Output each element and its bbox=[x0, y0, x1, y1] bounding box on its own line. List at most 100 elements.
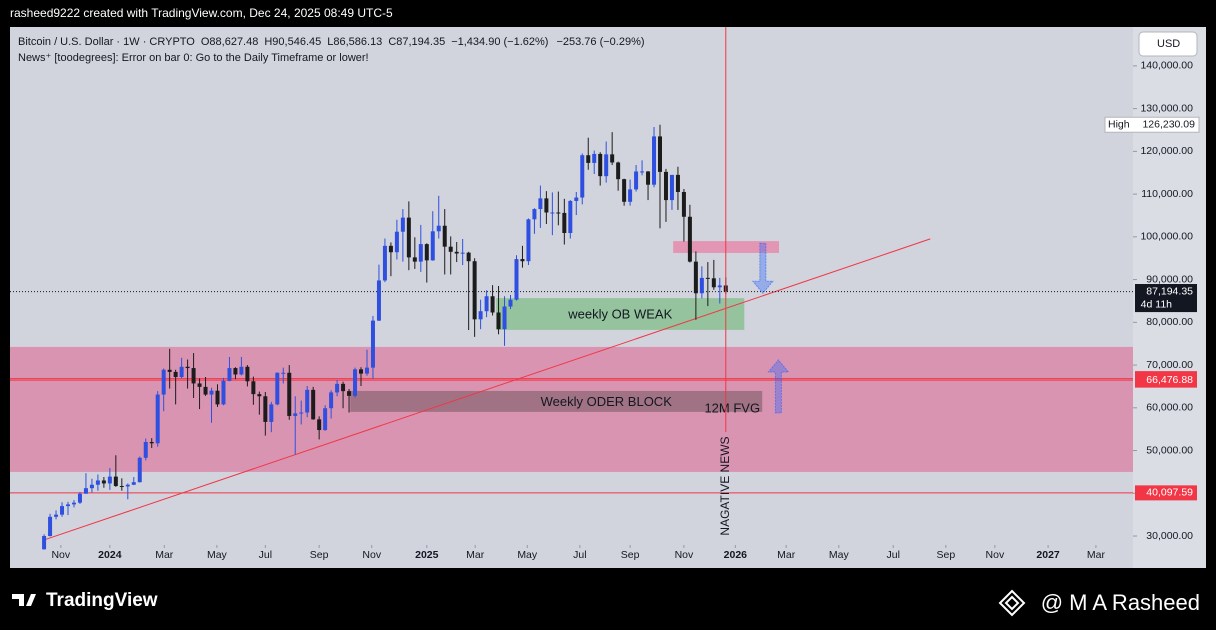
candle-body bbox=[83, 488, 88, 494]
currency-button[interactable] bbox=[1138, 31, 1198, 57]
x-tick-label: Nov bbox=[675, 549, 694, 561]
high-tag-text: High bbox=[1108, 119, 1130, 131]
x-tick-label: Sep bbox=[310, 549, 329, 561]
high-tag-label: 126,230.09 bbox=[1142, 119, 1195, 131]
candle-body bbox=[131, 482, 136, 485]
current-tag-bg bbox=[1135, 284, 1197, 300]
level-tag-bg bbox=[1135, 372, 1197, 388]
candle-body bbox=[400, 217, 405, 232]
candle-body bbox=[245, 366, 250, 382]
y-tick-label: 60,000.00 bbox=[1146, 402, 1193, 414]
candle-body bbox=[251, 381, 256, 395]
candle-body bbox=[412, 257, 417, 262]
candle-body bbox=[699, 277, 704, 294]
arrow bbox=[767, 359, 790, 414]
candle-body bbox=[640, 171, 645, 173]
x-tick-label: Mar bbox=[777, 549, 796, 561]
change-extended: −253.76 (−0.29%) bbox=[556, 36, 644, 48]
countdown: 4d 11h bbox=[1141, 298, 1172, 310]
candle-body bbox=[681, 191, 686, 217]
candle-body bbox=[275, 372, 280, 405]
x-tick-label: Jul bbox=[886, 549, 899, 561]
candle-body bbox=[376, 280, 381, 321]
x-tick-label: 2025 bbox=[415, 549, 439, 561]
candle-body bbox=[359, 369, 364, 374]
candle-body bbox=[125, 484, 130, 487]
high-tag-bg bbox=[1104, 116, 1200, 133]
x-tick-label: Mar bbox=[466, 549, 485, 561]
candle-body bbox=[269, 404, 274, 422]
x-tick-label: 2027 bbox=[1036, 549, 1060, 561]
candle-body bbox=[448, 246, 453, 252]
box-note: 12M FVG bbox=[704, 400, 760, 415]
candle-body bbox=[418, 244, 423, 262]
candle-body bbox=[89, 484, 94, 489]
candle-body bbox=[687, 216, 692, 262]
candle-body bbox=[622, 179, 627, 202]
candle-body bbox=[544, 198, 549, 213]
y-tick-label: 130,000.00 bbox=[1140, 102, 1193, 114]
candle-body bbox=[113, 476, 118, 487]
candle-body bbox=[287, 372, 292, 416]
x-tick-label: Jul bbox=[573, 549, 586, 561]
candle-body bbox=[568, 200, 573, 234]
candle-body bbox=[514, 259, 519, 300]
candle-body bbox=[311, 389, 316, 420]
trendline bbox=[43, 238, 931, 541]
candle-body bbox=[388, 245, 393, 253]
candle-body bbox=[663, 171, 668, 201]
candle-body bbox=[496, 312, 501, 330]
candle-body bbox=[669, 174, 674, 201]
candle-body bbox=[711, 278, 716, 288]
x-tick-label: Sep bbox=[621, 549, 640, 561]
candle-body bbox=[526, 219, 531, 262]
candle-body bbox=[233, 368, 238, 375]
candle-body bbox=[520, 259, 525, 262]
x-tick-label: May bbox=[829, 549, 850, 561]
logo-icon bbox=[12, 594, 36, 606]
candle-body bbox=[442, 225, 447, 247]
level-tag-bg bbox=[1135, 485, 1197, 501]
y-tick-label: 120,000.00 bbox=[1140, 145, 1193, 157]
y-tick-label: 90,000.00 bbox=[1146, 273, 1193, 285]
y-tick-label: 30,000.00 bbox=[1146, 530, 1193, 542]
ohlc-open: O88,627.48 bbox=[201, 36, 259, 48]
candle-body bbox=[329, 392, 334, 409]
candle-body bbox=[281, 372, 286, 374]
candle-body bbox=[502, 306, 507, 330]
y-tick-label: 50,000.00 bbox=[1146, 444, 1193, 456]
candle-body bbox=[54, 514, 59, 517]
candle-body bbox=[675, 174, 680, 192]
x-tick-label: Sep bbox=[936, 549, 955, 561]
ohlc-close: C87,194.35 bbox=[388, 36, 445, 48]
current-tag: 87,194.35 bbox=[1146, 285, 1193, 297]
candle-body bbox=[556, 212, 561, 214]
candle-body bbox=[66, 504, 71, 507]
plot: 30,000.0040,000.0050,000.0060,000.0070,0… bbox=[10, 27, 1200, 561]
x-tick-label: May bbox=[517, 549, 538, 561]
candle-body bbox=[508, 299, 513, 307]
author-icon bbox=[998, 589, 1026, 617]
candle-body bbox=[490, 296, 495, 313]
x-tick-label: 2024 bbox=[98, 549, 122, 561]
candle-body bbox=[717, 285, 722, 288]
ohlc-low: L86,586.13 bbox=[327, 36, 382, 48]
y-tick-label: 80,000.00 bbox=[1146, 316, 1193, 328]
candle-body bbox=[658, 136, 663, 172]
currency[interactable]: USD bbox=[1157, 38, 1180, 50]
candle-body bbox=[484, 296, 489, 312]
candle-body bbox=[191, 368, 196, 384]
candle-body bbox=[616, 162, 621, 180]
candle-body bbox=[646, 171, 651, 185]
candle-body bbox=[364, 367, 369, 374]
candle-body bbox=[293, 413, 298, 416]
candle-body bbox=[239, 366, 244, 375]
candle-body bbox=[71, 502, 76, 505]
candle-body bbox=[705, 277, 710, 279]
candle-body bbox=[95, 480, 100, 485]
candle-body bbox=[580, 155, 585, 198]
symbol: Bitcoin / U.S. Dollar · 1W · CRYPTO bbox=[18, 36, 195, 48]
candle-body bbox=[550, 212, 555, 214]
